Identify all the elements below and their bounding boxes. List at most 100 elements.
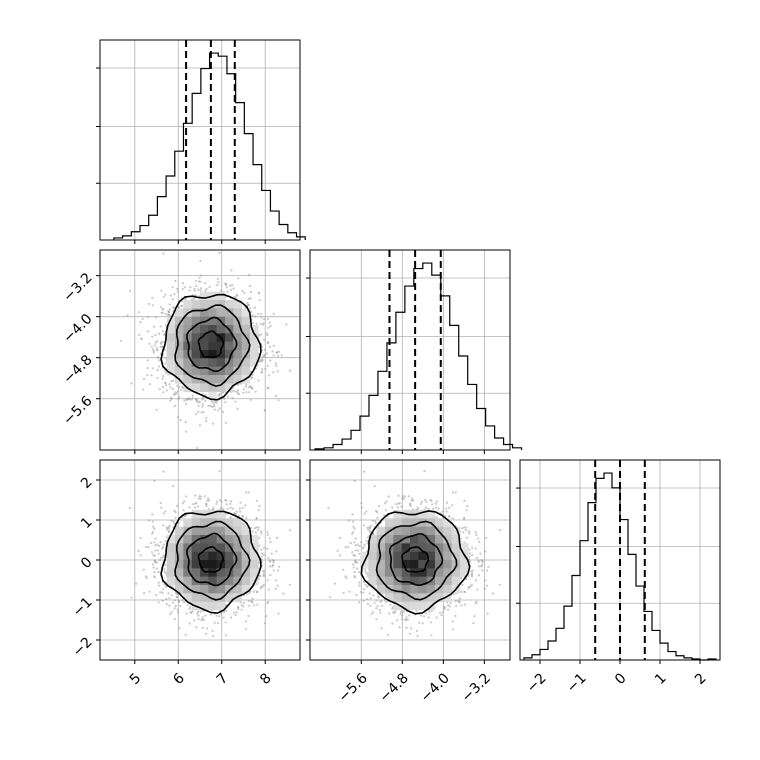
scatter-point bbox=[152, 351, 155, 354]
scatter-point bbox=[174, 391, 177, 394]
scatter-point bbox=[229, 516, 232, 519]
scatter-point bbox=[272, 344, 275, 347]
scatter-point bbox=[207, 508, 210, 511]
density-cell bbox=[191, 350, 201, 359]
scatter-point bbox=[243, 525, 246, 528]
scatter-point bbox=[193, 297, 196, 300]
scatter-point bbox=[245, 491, 248, 494]
scatter-point bbox=[282, 592, 285, 595]
scatter-point bbox=[184, 633, 187, 636]
scatter-point bbox=[259, 574, 262, 578]
scatter-point bbox=[231, 397, 234, 400]
scatter-point bbox=[154, 334, 157, 337]
scatter-point bbox=[213, 621, 216, 624]
scatter-point bbox=[167, 526, 170, 529]
scatter-point bbox=[157, 552, 160, 555]
scatter-point bbox=[218, 251, 221, 255]
scatter-point bbox=[169, 399, 172, 402]
scatter-point bbox=[275, 351, 278, 354]
scatter-point bbox=[173, 404, 176, 408]
scatter-point bbox=[278, 565, 281, 568]
scatter-point bbox=[159, 591, 162, 594]
density-cell bbox=[191, 316, 201, 326]
scatter-point bbox=[264, 622, 267, 625]
scatter-point bbox=[165, 598, 168, 601]
scatter-point bbox=[229, 616, 233, 619]
scatter-point bbox=[218, 498, 222, 502]
scatter-point bbox=[204, 614, 207, 617]
scatter-point bbox=[152, 566, 155, 569]
scatter-point bbox=[275, 579, 278, 582]
scatter-point bbox=[164, 510, 167, 513]
scatter-point bbox=[274, 587, 277, 591]
scatter-point bbox=[176, 504, 179, 507]
scatter-point bbox=[242, 388, 245, 391]
scatter-point bbox=[150, 345, 153, 348]
scatter-point bbox=[242, 601, 245, 605]
scatter-point bbox=[161, 377, 164, 380]
scatter-point bbox=[249, 398, 252, 401]
scatter-point bbox=[162, 308, 165, 311]
scatter-point bbox=[147, 316, 150, 319]
scatter-point bbox=[269, 574, 272, 577]
scatter-point bbox=[255, 499, 258, 502]
scatter-point bbox=[239, 510, 242, 513]
scatter-point bbox=[172, 520, 175, 523]
density-cell bbox=[191, 341, 201, 351]
scatter-point bbox=[166, 528, 169, 531]
scatter-point bbox=[254, 315, 257, 318]
scatter-point bbox=[260, 333, 263, 336]
density-cell bbox=[191, 383, 201, 392]
scatter-point bbox=[229, 288, 232, 291]
scatter-point bbox=[143, 377, 146, 381]
scatter-point bbox=[199, 610, 202, 613]
scatter-point bbox=[216, 622, 220, 625]
scatter-point bbox=[219, 289, 223, 292]
density-cell bbox=[216, 366, 226, 376]
scatter-point bbox=[229, 502, 232, 505]
scatter-point bbox=[139, 321, 142, 324]
scatter-point bbox=[245, 391, 248, 394]
density-cell bbox=[216, 375, 226, 384]
scatter-point bbox=[275, 364, 278, 367]
scatter-point bbox=[176, 608, 179, 612]
scatter-point bbox=[186, 603, 189, 606]
scatter-point bbox=[217, 281, 220, 284]
axes-frame bbox=[99, 39, 301, 241]
density-cell bbox=[225, 350, 234, 359]
scatter-point bbox=[222, 616, 225, 619]
scatter-panel-0-2 bbox=[96, 459, 301, 664]
scatter-point bbox=[153, 344, 156, 347]
scatter-point bbox=[161, 556, 165, 559]
scatter-point bbox=[215, 614, 218, 617]
scatter-point bbox=[269, 565, 272, 568]
scatter-point bbox=[194, 279, 197, 282]
density-cell bbox=[225, 375, 234, 384]
scatter-point bbox=[146, 359, 149, 362]
scatter-point bbox=[204, 282, 207, 285]
scatter-point bbox=[183, 500, 186, 503]
scatter-point bbox=[198, 276, 201, 279]
scatter-point bbox=[203, 495, 207, 498]
scatter-point bbox=[197, 410, 200, 414]
density-cell bbox=[250, 358, 259, 367]
scatter-point bbox=[201, 626, 204, 630]
scatter-point bbox=[247, 491, 250, 494]
scatter-point bbox=[262, 338, 266, 341]
scatter-point bbox=[137, 311, 140, 314]
scatter-point bbox=[178, 386, 181, 389]
scatter-point bbox=[233, 512, 236, 515]
scatter-point bbox=[153, 479, 156, 482]
scatter-point bbox=[162, 252, 165, 255]
scatter-point bbox=[152, 531, 155, 534]
density-cell bbox=[233, 350, 242, 359]
scatter-point bbox=[130, 382, 133, 385]
scatter-point bbox=[160, 341, 163, 344]
scatter-point bbox=[260, 530, 263, 533]
scatter-point bbox=[266, 531, 269, 534]
scatter-point bbox=[196, 446, 199, 450]
histogram-1 bbox=[314, 262, 523, 450]
scatter-point bbox=[200, 411, 203, 414]
scatter-point bbox=[196, 288, 200, 291]
